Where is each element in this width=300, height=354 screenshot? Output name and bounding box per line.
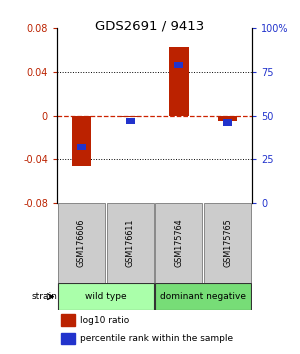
Text: dominant negative: dominant negative [160,292,246,301]
Bar [155,283,251,310]
Bar [72,116,91,166]
Text: wild type: wild type [85,292,127,301]
Bar [126,118,134,124]
Bar [204,203,251,283]
Bar [223,119,232,126]
Bar [218,116,237,121]
Bar [58,203,105,283]
Bar [175,62,183,68]
Bar [77,144,86,150]
Bar [120,116,140,117]
Text: GSM175764: GSM175764 [174,218,183,267]
Bar [155,203,202,283]
Bar [61,314,74,326]
Bar [61,333,74,344]
Bar [58,283,154,310]
Text: GDS2691 / 9413: GDS2691 / 9413 [95,19,205,33]
Text: GSM176606: GSM176606 [77,219,86,267]
Text: percentile rank within the sample: percentile rank within the sample [80,335,233,343]
Bar [169,47,189,116]
Text: log10 ratio: log10 ratio [80,315,130,325]
Text: GSM175765: GSM175765 [223,218,232,267]
Text: strain: strain [32,292,58,301]
Bar [107,203,154,283]
Text: GSM176611: GSM176611 [126,219,135,267]
